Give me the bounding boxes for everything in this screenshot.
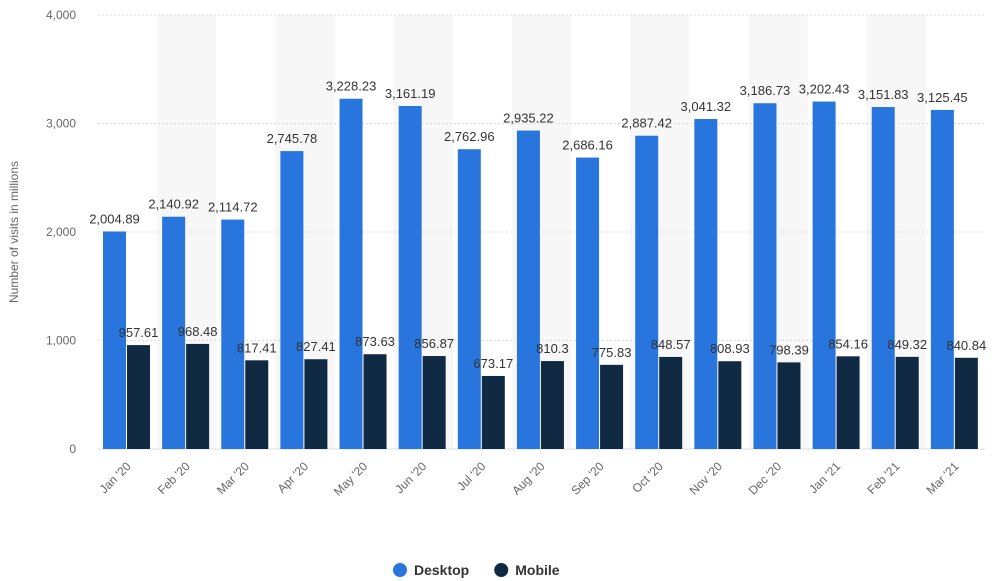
data-label: 3,161.19 (385, 86, 436, 101)
data-label: 3,041.32 (681, 99, 732, 114)
bar (304, 359, 328, 449)
bar (245, 360, 269, 449)
data-label: 673.17 (473, 356, 513, 371)
bar (280, 151, 304, 449)
bar (186, 343, 210, 449)
x-tick-label: Sep '20 (568, 459, 607, 498)
data-label: 2,935.22 (503, 111, 554, 126)
bar (836, 356, 860, 449)
bar (777, 362, 801, 449)
y-axis-label: Number of visits in millions (7, 161, 21, 303)
bar (930, 109, 954, 449)
data-label: 873.63 (355, 334, 395, 349)
data-label: 2,745.78 (267, 131, 318, 146)
bar (812, 101, 836, 449)
x-tick-label: Feb '21 (864, 459, 902, 497)
x-tick-label: Nov '20 (687, 459, 726, 498)
y-tick-label: 4,000 (46, 8, 76, 22)
x-tick-label: May '20 (331, 459, 371, 499)
bar (127, 345, 150, 449)
bar (600, 364, 624, 449)
legend-label: Mobile (515, 562, 560, 578)
data-label: 798.39 (769, 342, 809, 357)
legend-label: Desktop (414, 562, 469, 578)
legend-marker (494, 563, 509, 577)
data-label: 3,186.73 (740, 83, 791, 98)
x-tick-label: Jul '20 (454, 459, 488, 493)
x-tick-label: Mar '20 (214, 459, 252, 497)
data-label: 775.83 (592, 345, 632, 360)
data-label: 2,004.89 (89, 211, 140, 226)
data-label: 856.87 (414, 336, 454, 351)
data-label: 2,140.92 (148, 197, 199, 212)
bar (753, 103, 777, 449)
data-label: 3,151.83 (858, 87, 909, 102)
x-tick-label: Jan '21 (806, 459, 843, 496)
bar (516, 130, 540, 449)
bar (694, 119, 718, 449)
bar (422, 356, 446, 449)
bar (363, 354, 387, 449)
bar (540, 361, 564, 449)
bar (659, 356, 683, 449)
x-tick-label: Feb '20 (155, 459, 193, 497)
x-tick-label: Oct '20 (629, 459, 666, 496)
data-label: 3,125.45 (917, 90, 968, 105)
x-tick-label: Jan '20 (97, 459, 134, 496)
data-label: 849.32 (887, 337, 927, 352)
bar (339, 98, 363, 449)
x-tick-label: Jun '20 (392, 459, 429, 496)
data-label: 2,887.42 (621, 116, 672, 131)
bar (718, 361, 742, 449)
data-label: 808.93 (710, 341, 750, 356)
bar (457, 149, 481, 449)
data-label: 2,686.16 (562, 138, 613, 153)
data-label: 3,202.43 (799, 82, 850, 97)
data-label: 2,114.72 (208, 200, 258, 215)
data-label: 840.84 (946, 338, 986, 353)
x-tick-label: Apr '20 (275, 459, 312, 496)
bar (635, 135, 659, 449)
bar (895, 356, 919, 449)
data-label: 968.48 (178, 324, 218, 339)
data-label: 817.41 (237, 340, 277, 355)
bar (954, 357, 978, 449)
y-tick-label: 2,000 (46, 225, 76, 239)
y-tick-label: 1,000 (46, 334, 76, 348)
bar (398, 106, 422, 449)
bar (871, 107, 895, 450)
legend-marker (393, 563, 407, 577)
data-label: 810.3 (536, 341, 569, 356)
data-label: 2,762.96 (444, 129, 495, 144)
data-label: 848.57 (651, 337, 691, 352)
data-label: 827.41 (296, 339, 336, 354)
data-label: 3,228.23 (326, 79, 377, 94)
x-tick-label: Dec '20 (746, 459, 785, 498)
x-tick-label: Mar '21 (924, 459, 962, 497)
y-tick-label: 3,000 (46, 117, 76, 131)
x-tick-label: Aug '20 (509, 459, 548, 498)
data-label: 854.16 (828, 336, 868, 351)
bar (576, 157, 600, 449)
bar (103, 231, 126, 449)
bar (221, 219, 245, 449)
bar (162, 216, 186, 449)
data-label: 957.61 (119, 325, 159, 340)
bar (481, 375, 505, 449)
y-tick-label: 0 (69, 442, 76, 456)
